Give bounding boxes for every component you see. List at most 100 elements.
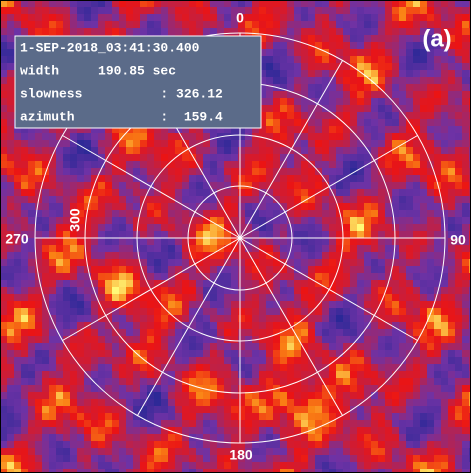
heat-cell xyxy=(350,42,357,49)
heat-cell xyxy=(35,441,42,448)
heat-cell xyxy=(336,7,343,14)
heat-cell xyxy=(252,14,259,21)
heat-cell xyxy=(392,126,399,133)
heat-cell xyxy=(77,266,84,273)
heat-cell xyxy=(364,378,371,385)
heat-cell xyxy=(294,287,301,294)
heat-cell xyxy=(7,161,14,168)
heat-cell xyxy=(98,252,105,259)
heat-cell xyxy=(392,385,399,392)
heat-cell xyxy=(91,238,98,245)
heat-cell xyxy=(70,147,77,154)
heat-cell xyxy=(315,252,322,259)
heat-cell xyxy=(112,287,119,294)
heat-cell xyxy=(182,301,189,308)
heat-cell xyxy=(28,280,35,287)
heat-cell xyxy=(133,182,140,189)
heat-cell xyxy=(0,112,7,119)
heat-cell xyxy=(168,462,175,469)
heat-cell xyxy=(350,448,357,455)
heat-cell xyxy=(385,140,392,147)
heat-cell xyxy=(224,224,231,231)
heat-cell xyxy=(91,133,98,140)
heat-cell xyxy=(399,126,406,133)
heat-cell xyxy=(7,266,14,273)
heat-cell xyxy=(259,420,266,427)
heat-cell xyxy=(301,392,308,399)
heat-cell xyxy=(231,196,238,203)
heat-cell xyxy=(364,259,371,266)
heat-cell xyxy=(357,434,364,441)
heat-cell xyxy=(189,182,196,189)
heat-cell xyxy=(28,252,35,259)
heat-cell xyxy=(406,98,413,105)
heat-cell xyxy=(196,399,203,406)
heat-cell xyxy=(336,308,343,315)
heat-cell xyxy=(357,196,364,203)
heat-cell xyxy=(462,210,469,217)
heat-cell xyxy=(196,455,203,462)
heat-cell xyxy=(343,84,350,91)
heat-cell xyxy=(7,315,14,322)
heat-cell xyxy=(14,182,21,189)
heat-cell xyxy=(189,448,196,455)
heat-cell xyxy=(112,182,119,189)
heat-cell xyxy=(371,91,378,98)
heat-cell xyxy=(266,406,273,413)
heat-cell xyxy=(406,371,413,378)
heat-cell xyxy=(364,301,371,308)
heat-cell xyxy=(28,413,35,420)
heat-cell xyxy=(112,14,119,21)
heat-cell xyxy=(42,266,49,273)
heat-cell xyxy=(133,189,140,196)
heat-cell xyxy=(371,357,378,364)
heat-cell xyxy=(91,210,98,217)
heat-cell xyxy=(280,364,287,371)
heat-cell xyxy=(231,217,238,224)
heat-cell xyxy=(77,315,84,322)
heat-cell xyxy=(245,280,252,287)
heat-cell xyxy=(56,364,63,371)
heat-cell xyxy=(455,98,462,105)
heat-cell xyxy=(147,315,154,322)
heat-cell xyxy=(336,147,343,154)
heat-cell xyxy=(364,154,371,161)
heat-cell xyxy=(357,224,364,231)
heat-cell xyxy=(91,231,98,238)
heat-cell xyxy=(7,105,14,112)
heat-cell xyxy=(259,154,266,161)
heat-cell xyxy=(406,252,413,259)
heat-cell xyxy=(42,315,49,322)
heat-cell xyxy=(84,161,91,168)
heat-cell xyxy=(210,371,217,378)
heat-cell xyxy=(224,308,231,315)
heat-cell xyxy=(413,91,420,98)
heat-cell xyxy=(112,357,119,364)
heat-cell xyxy=(112,168,119,175)
heat-cell xyxy=(49,273,56,280)
heat-cell xyxy=(35,336,42,343)
heat-cell xyxy=(287,161,294,168)
heat-cell xyxy=(21,308,28,315)
heat-cell xyxy=(315,7,322,14)
heat-cell xyxy=(441,168,448,175)
heat-cell xyxy=(413,189,420,196)
heat-cell xyxy=(196,147,203,154)
heat-cell xyxy=(406,91,413,98)
heat-cell xyxy=(266,441,273,448)
heat-cell xyxy=(196,280,203,287)
heat-cell xyxy=(189,406,196,413)
heat-cell xyxy=(462,266,469,273)
heat-cell xyxy=(287,448,294,455)
heat-cell xyxy=(133,231,140,238)
heat-cell xyxy=(224,364,231,371)
heat-cell xyxy=(7,175,14,182)
heat-cell xyxy=(308,252,315,259)
heat-cell xyxy=(7,35,14,42)
heat-cell xyxy=(266,0,273,7)
heat-cell xyxy=(413,315,420,322)
heat-cell xyxy=(280,287,287,294)
heat-cell xyxy=(329,14,336,21)
heat-cell xyxy=(406,168,413,175)
heat-cell xyxy=(350,196,357,203)
